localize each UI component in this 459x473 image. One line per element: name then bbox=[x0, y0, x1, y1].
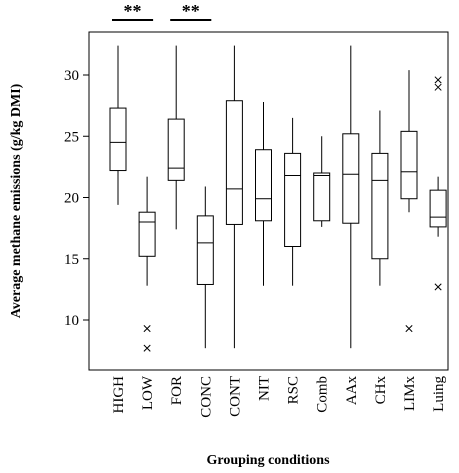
x-tick-label: LOW bbox=[140, 375, 156, 410]
x-tick-label: HIGH bbox=[111, 376, 127, 414]
box-aax bbox=[342, 45, 360, 349]
y-tick-label: 25 bbox=[64, 129, 79, 145]
x-tick-labels: HIGH LOW FOR CONC CONT NIT RSC Comb AAx CHx LIMx Lu… bbox=[111, 375, 447, 418]
box-luing bbox=[429, 76, 447, 291]
x-tick-label: NIT bbox=[257, 376, 273, 401]
x-tick-label: CONC bbox=[198, 376, 214, 418]
y-axis: 10 15 20 25 30 bbox=[64, 68, 89, 329]
significance-bracket: ** bbox=[170, 1, 212, 21]
y-tick-label: 15 bbox=[64, 252, 79, 268]
x-tick-label: AAx bbox=[344, 376, 360, 406]
significance-bracket: ** bbox=[112, 1, 154, 21]
iqr-box bbox=[371, 152, 389, 260]
y-tick-label: 20 bbox=[64, 191, 79, 207]
x-tick-label: Comb bbox=[315, 376, 331, 413]
x-tick-label: CHx bbox=[373, 376, 389, 405]
box-chx bbox=[371, 110, 389, 286]
outlier-marker bbox=[434, 76, 442, 84]
y-tick-label: 30 bbox=[64, 68, 79, 84]
outlier-marker bbox=[143, 344, 151, 352]
significance-annotations: ** ** bbox=[112, 1, 212, 21]
box-nit bbox=[255, 101, 272, 286]
box-high bbox=[109, 45, 127, 205]
box-limx bbox=[400, 70, 418, 333]
boxes-group bbox=[109, 45, 447, 352]
iqr-box bbox=[255, 149, 272, 222]
iqr-box bbox=[400, 130, 418, 200]
box-cont bbox=[225, 45, 243, 349]
outlier-marker bbox=[434, 83, 442, 91]
x-axis-title: Grouping conditions bbox=[206, 453, 330, 468]
x-tick-label: FOR bbox=[169, 376, 185, 405]
iqr-box bbox=[167, 118, 185, 181]
box-conc bbox=[196, 186, 214, 349]
significance-label: ** bbox=[182, 1, 200, 21]
plot-frame bbox=[88, 31, 449, 371]
iqr-box bbox=[225, 100, 243, 225]
box-rsc bbox=[284, 117, 302, 286]
iqr-box bbox=[342, 133, 360, 224]
box-comb bbox=[313, 136, 331, 227]
significance-label: ** bbox=[124, 1, 142, 21]
outlier-marker bbox=[405, 325, 413, 333]
y-tick-label: 10 bbox=[64, 313, 79, 329]
iqr-box bbox=[196, 215, 214, 285]
x-tick-label: LIMx bbox=[402, 376, 418, 411]
iqr-box bbox=[109, 107, 127, 172]
box-for bbox=[167, 45, 185, 230]
y-axis-title: Average methane emissions (g/kg DMI) bbox=[9, 83, 24, 318]
iqr-box bbox=[284, 152, 302, 247]
x-tick-label: CONT bbox=[227, 376, 243, 417]
iqr-box bbox=[138, 211, 156, 257]
x-tick-label: Luing bbox=[431, 376, 447, 412]
outlier-marker bbox=[143, 325, 151, 333]
iqr-box bbox=[429, 189, 447, 228]
box-low bbox=[138, 176, 156, 352]
iqr-box bbox=[313, 172, 331, 222]
x-tick-label: RSC bbox=[286, 376, 302, 404]
outlier-marker bbox=[434, 283, 442, 291]
